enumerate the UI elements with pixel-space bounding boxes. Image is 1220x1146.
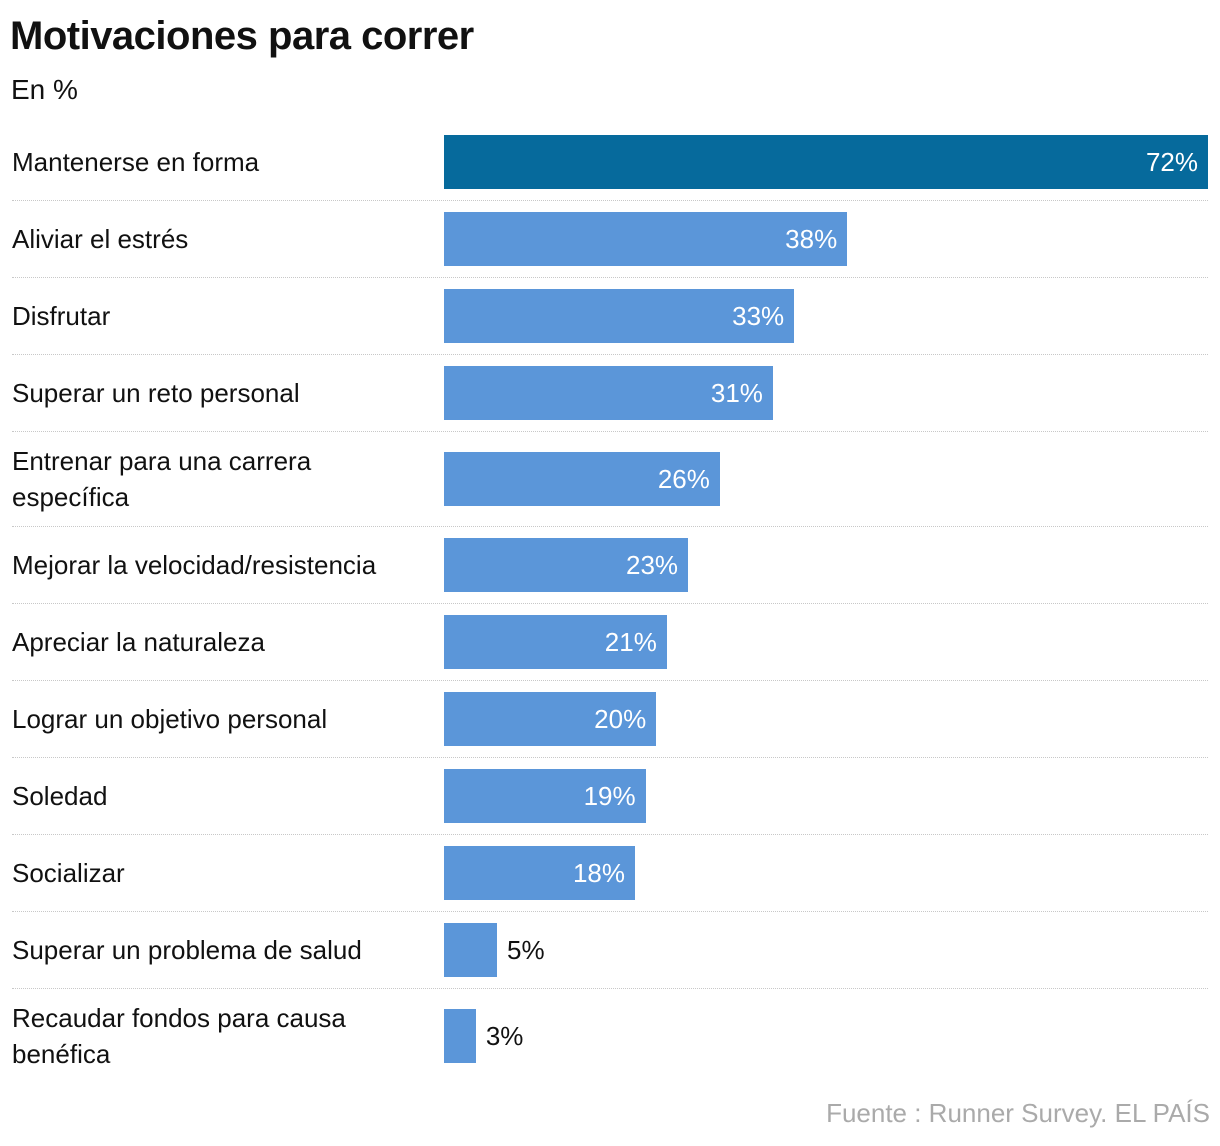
bar xyxy=(444,452,720,506)
bar xyxy=(444,769,646,823)
bar-area: 19% xyxy=(444,769,1208,823)
bar-area: 18% xyxy=(444,846,1208,900)
category-label: Soledad xyxy=(12,781,108,811)
value-label: 72% xyxy=(1145,147,1198,177)
bar-area: 72% xyxy=(444,135,1208,189)
bar-area: 33% xyxy=(444,289,1208,343)
bar xyxy=(444,615,667,669)
bar xyxy=(444,538,689,592)
source: Fuente : Runner Survey. EL PAÍS xyxy=(826,1098,1210,1128)
bar-area: 38% xyxy=(444,212,1208,266)
bar-area: 31% xyxy=(444,366,1208,420)
category-label: Apreciar la naturaleza xyxy=(12,627,265,657)
category-label: Entrenar para una carrera específica xyxy=(12,446,312,512)
category-label: Recaudar fondos para causa benéfica xyxy=(12,1003,346,1069)
chart-subtitle: En % xyxy=(11,74,78,105)
bar xyxy=(444,366,773,420)
row: Superar un problema de salud 5% xyxy=(12,912,1208,989)
row: Recaudar fondos para causa benéfica 3% xyxy=(12,989,1208,1083)
row: Apreciar la naturaleza 21% xyxy=(12,604,1208,681)
category-label: Aliviar el estrés xyxy=(12,224,189,254)
bar-area: 20% xyxy=(444,692,1208,746)
value-label: 21% xyxy=(604,627,657,657)
value-label: 31% xyxy=(710,378,763,408)
bar xyxy=(444,1009,476,1063)
bar xyxy=(444,212,848,266)
bar xyxy=(444,289,795,343)
value-label: 23% xyxy=(626,550,679,580)
value-label: 18% xyxy=(572,858,625,888)
value-label: 20% xyxy=(594,704,647,734)
row: Lograr un objetivo personal 20% xyxy=(12,681,1208,758)
chart-title: Motivaciones para correr xyxy=(10,14,474,58)
row: Entrenar para una carrera específica 26% xyxy=(12,432,1208,527)
value-label: 19% xyxy=(583,781,636,811)
bar-area: 5% xyxy=(444,923,1208,977)
value-label: 3% xyxy=(485,1021,524,1051)
bar xyxy=(444,692,657,746)
category-label: Superar un problema de salud xyxy=(12,935,362,965)
bar-area: 21% xyxy=(444,615,1208,669)
category-label: Mantenerse en forma xyxy=(12,147,260,177)
value-label: 26% xyxy=(657,464,710,494)
row: Disfrutar 33% xyxy=(12,278,1208,355)
bar xyxy=(444,846,635,900)
category-label: Lograr un objetivo personal xyxy=(12,704,328,734)
bar-area: 23% xyxy=(444,538,1208,592)
category-label: Superar un reto personal xyxy=(12,378,300,408)
row: Mejorar la velocidad/resistencia 23% xyxy=(12,527,1208,604)
row: Socializar 18% xyxy=(12,835,1208,912)
row: Mantenerse en forma 72% xyxy=(12,124,1208,201)
row: Soledad 19% xyxy=(12,758,1208,835)
value-label: 38% xyxy=(785,224,838,254)
value-label: 5% xyxy=(507,935,545,965)
category-label: Mejorar la velocidad/resistencia xyxy=(12,550,377,580)
value-label: 33% xyxy=(732,301,785,331)
rows: Mantenerse en forma 72% Aliviar el estrés 3… xyxy=(12,124,1208,1083)
category-label: Disfrutar xyxy=(12,301,111,331)
bar-area: 3% xyxy=(444,1009,1208,1063)
row: Superar un reto personal 31% xyxy=(12,355,1208,432)
row: Aliviar el estrés 38% xyxy=(12,201,1208,278)
category-label: Socializar xyxy=(12,858,125,888)
bar-area: 26% xyxy=(444,452,1208,506)
bar xyxy=(444,923,498,977)
bar xyxy=(444,135,1208,189)
